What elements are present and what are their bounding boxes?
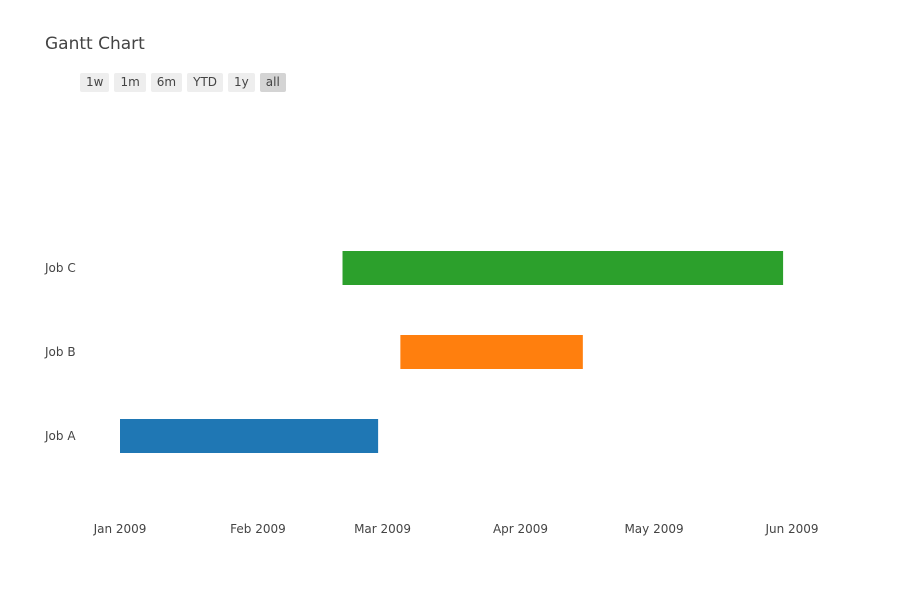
x-tick-label: Jan 2009 [93,522,147,536]
range-button-1y[interactable]: 1y [228,73,255,92]
range-button-all[interactable]: all [259,73,286,92]
range-button-1w[interactable]: 1w [80,73,110,92]
range-selector: 1w 1m 6m YTD 1y all [80,73,286,92]
range-button-ytd[interactable]: YTD [187,73,224,92]
y-tick-label: Job B [44,345,76,359]
y-tick-label: Job C [44,261,76,275]
x-tick-label: May 2009 [624,522,683,536]
x-tick-label: Apr 2009 [493,522,548,536]
range-button-1m[interactable]: 1m [114,73,146,92]
x-tick-label: Mar 2009 [354,522,411,536]
x-tick-label: Jun 2009 [764,522,818,536]
range-button-6m[interactable]: 6m [150,73,183,92]
x-tick-label: Feb 2009 [230,522,286,536]
gantt-bar-job-a [120,419,379,453]
chart-title: Gantt Chart [45,34,145,54]
gantt-bar-job-b [400,335,583,369]
y-tick-label: Job A [44,429,76,443]
gantt-bar-job-c [342,251,784,285]
